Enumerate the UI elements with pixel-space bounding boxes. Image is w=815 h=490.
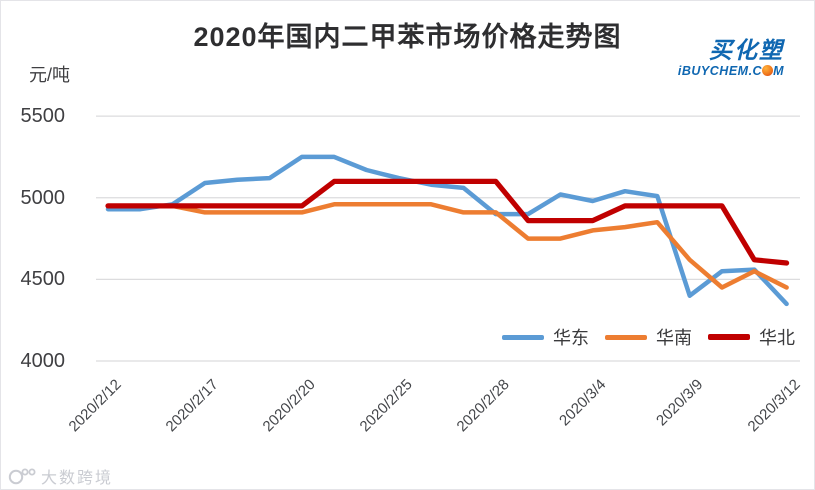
legend: 华东 华南 华北 (502, 324, 811, 350)
legend-swatch (605, 334, 647, 340)
chart-title: 2020年国内二甲苯市场价格走势图 (193, 22, 622, 52)
watermark-text: 大数跨境 (41, 470, 114, 487)
legend-item-3: 华北 (708, 324, 795, 350)
series-line-2 (105, 202, 789, 290)
y-axis-tick-label: 5500 (20, 105, 66, 128)
legend-label: 华东 (553, 328, 589, 348)
y-axis-tick-label: 4500 (20, 268, 66, 291)
legend-label: 华南 (656, 328, 692, 348)
legend-item-2: 华南 (605, 324, 692, 350)
legend-item-1: 华东 (502, 324, 589, 350)
legend-swatch (502, 334, 544, 340)
brand-logo-en-prefix: iBUYCHEM.C (677, 64, 763, 78)
watermark-logo-icon (8, 468, 36, 485)
legend-label: 华北 (759, 328, 795, 348)
brand-logo-en-suffix: M (773, 64, 784, 78)
brand-logo-en: iBUYCHEM.C M (678, 65, 784, 78)
watermark: 大数跨境 (7, 464, 113, 488)
y-axis-unit-label: 元/吨 (29, 65, 71, 85)
series-line-3 (105, 178, 790, 266)
legend-swatch (708, 334, 750, 340)
y-axis-tick-label: 5000 (20, 186, 66, 209)
series-line-1 (105, 154, 789, 307)
brand-logo: 买化塑 iBUYCHEM.C M (678, 39, 784, 78)
brand-logo-cn: 买化塑 (709, 37, 784, 63)
globe-icon (762, 65, 774, 76)
y-axis-tick-label: 4000 (20, 350, 66, 372)
